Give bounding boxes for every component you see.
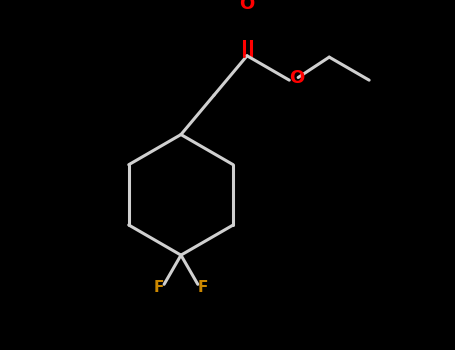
Text: F: F (154, 280, 164, 295)
Text: O: O (239, 0, 255, 13)
Text: F: F (198, 280, 208, 295)
Text: O: O (289, 69, 304, 88)
